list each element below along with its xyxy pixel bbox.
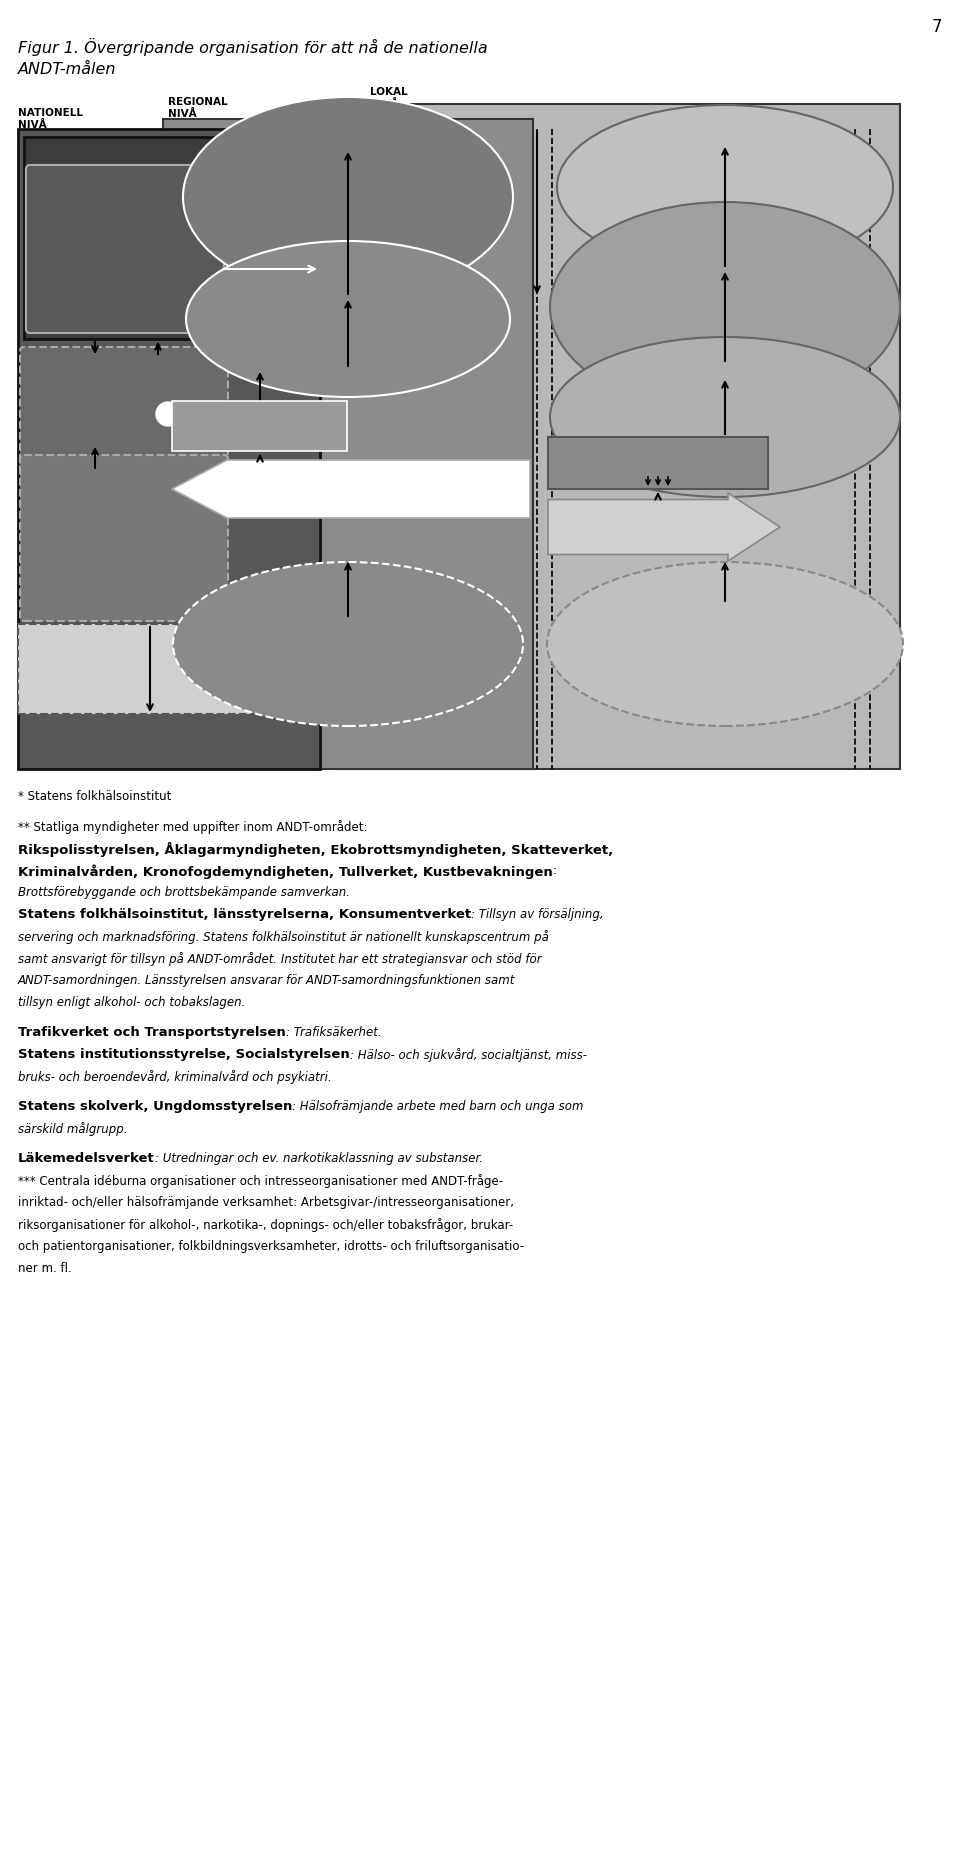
Text: Idéburna: Idéburna (324, 630, 372, 639)
Text: tillsyn enligt alkohol- och tobakslagen.: tillsyn enligt alkohol- och tobakslagen. (18, 995, 246, 1008)
Text: Länsstyrelser: Länsstyrelser (224, 406, 294, 418)
Ellipse shape (550, 203, 900, 412)
Text: Trafikverket och Transportstyrelsen: Trafikverket och Transportstyrelsen (18, 1025, 286, 1038)
Text: Rikspolisstyrelsen, Åklagarmyndigheten, Ekobrottsmyndigheten, Skatteverket,: Rikspolisstyrelsen, Åklagarmyndigheten, … (18, 841, 613, 857)
Text: : Utredningar och ev. narkotikaklassning av substanser.: : Utredningar och ev. narkotikaklassning… (155, 1152, 483, 1165)
Text: : Hälso- och sjukvård, socialtjänst, miss-: : Hälso- och sjukvård, socialtjänst, mis… (349, 1048, 587, 1061)
FancyBboxPatch shape (20, 457, 228, 623)
Text: myndigheter: myndigheter (34, 380, 101, 391)
Text: bruks- och beroendevård, kriminalvård och psykiatri.: bruks- och beroendevård, kriminalvård oc… (18, 1070, 331, 1083)
Polygon shape (172, 460, 530, 518)
Bar (172, 403, 347, 451)
Text: *** Centrala idéburna organisationer och intresseorganisationer med ANDT-fråge-: *** Centrala idéburna organisationer och… (18, 1172, 503, 1187)
Text: Tullverket,: Tullverket, (696, 300, 754, 309)
Text: ANDT-samordningen. Länsstyrelsen ansvarar för ANDT-samordningsfunktionen samt: ANDT-samordningen. Länsstyrelsen ansvara… (18, 973, 516, 986)
Text: Statens folkhälsoinstitut, länsstyrelserna, Konsumentverket: Statens folkhälsoinstitut, länsstyrelser… (18, 908, 471, 921)
Text: och idéburna: och idéburna (26, 649, 94, 658)
Text: Regeringskansliet/: Regeringskansliet/ (40, 173, 136, 185)
Ellipse shape (183, 99, 513, 298)
Text: : Hälsofrämjande arbete med barn och unga som: : Hälsofrämjande arbete med barn och ung… (293, 1100, 584, 1113)
Text: ANDT-samordning: ANDT-samordning (310, 483, 410, 492)
Text: Nationellt ansvar: Nationellt ansvar (34, 473, 124, 483)
Text: och patientorganisationer, folkbildningsverksamheter, idrotts- och friluftsorgan: och patientorganisationer, folkbildnings… (18, 1240, 524, 1253)
Text: Statens skolverk, Ungdomsstyrelsen: Statens skolverk, Ungdomsstyrelsen (18, 1100, 293, 1113)
Text: - ANDT-rådet: - ANDT-rådet (40, 205, 107, 216)
Text: LOKAL
NIVÅ: LOKAL NIVÅ (370, 88, 408, 108)
Text: ANDT-målen: ANDT-målen (18, 62, 116, 76)
Text: Näringsliv: Näringsliv (694, 181, 756, 192)
Text: Landsting: Landsting (694, 412, 756, 425)
Text: Kustbevakningen,: Kustbevakningen, (301, 183, 395, 192)
Text: organisationer ***: organisationer *** (26, 665, 121, 675)
Text: :: : (553, 863, 557, 876)
Bar (18, 130, 320, 770)
Text: Kustbevakningen: Kustbevakningen (677, 315, 773, 324)
Text: särskild målgrupp.: särskild målgrupp. (18, 1122, 128, 1135)
Bar (24, 138, 312, 339)
Text: Kriminalvården: Kriminalvården (308, 198, 388, 209)
FancyBboxPatch shape (18, 624, 308, 714)
Bar (338, 104, 900, 770)
Text: ner m. fl.: ner m. fl. (18, 1262, 72, 1275)
Text: Statliga: Statliga (34, 365, 74, 375)
Text: samt ansvarigt för tillsyn på ANDT-området. Institutet har ett strategiansvar oc: samt ansvarigt för tillsyn på ANDT-områd… (18, 951, 541, 966)
Text: området **: området ** (34, 542, 92, 552)
Text: ** Statliga myndigheter med uppifter inom ANDT-området:: ** Statliga myndigheter med uppifter ino… (18, 820, 368, 833)
Text: REGERING / RIKSDAG: REGERING / RIKSDAG (30, 144, 161, 153)
Text: Figur 1. Övergripande organisation för att nå de nationella: Figur 1. Övergripande organisation för a… (18, 37, 488, 56)
Text: - ANDT-sekretariatet: - ANDT-sekretariatet (40, 222, 146, 231)
Text: länssamordning*: länssamordning* (34, 488, 123, 500)
Text: 7: 7 (931, 19, 942, 35)
Text: organisationer: organisationer (684, 645, 765, 656)
Text: Regionförbund: Regionförbund (310, 322, 386, 334)
Circle shape (156, 403, 180, 427)
Text: Landsting/: Landsting/ (321, 308, 375, 319)
Bar (163, 119, 533, 770)
Text: riksorganisationer för alkohol-, narkotika-, dopnings- och/eller tobaksfrågor, b: riksorganisationer för alkohol-, narkoti… (18, 1217, 514, 1232)
Text: departementen: departementen (40, 190, 121, 199)
Text: REGIONAL
NIVÅ: REGIONAL NIVÅ (168, 97, 228, 119)
Text: Statens institutionsstyrelse, Socialstyrelsen: Statens institutionsstyrelse, Socialstyr… (18, 1048, 349, 1061)
Ellipse shape (173, 563, 523, 727)
Text: NATIONELL
NIVÅ: NATIONELL NIVÅ (18, 108, 83, 130)
Text: Brottsförebyggande och brottsbekämpande samverkan.: Brottsförebyggande och brottsbekämpande … (18, 885, 350, 898)
Text: servering och marknadsföring. Statens folkhälsoinstitut är nationellt kunskapsce: servering och marknadsföring. Statens fo… (18, 930, 549, 943)
Bar (548, 438, 768, 490)
Text: organisationer: organisationer (307, 645, 389, 656)
Text: Kommunal samordning: Kommunal samordning (595, 520, 725, 531)
FancyBboxPatch shape (20, 349, 228, 473)
Text: Intresseorganisationer: Intresseorganisationer (26, 632, 144, 643)
Polygon shape (548, 494, 780, 561)
Text: inriktad- och/eller hälsofrämjande verksamhet: Arbetsgivar-/intresseorganisation: inriktad- och/eller hälsofrämjande verks… (18, 1195, 514, 1208)
Text: Kriminalvården, Kronofogdemyndigheten, Tullverket, Kustbevakningen: Kriminalvården, Kronofogdemyndigheten, T… (18, 863, 553, 878)
Ellipse shape (186, 242, 510, 397)
Text: Läkemedelsverket: Läkemedelsverket (18, 1152, 155, 1165)
Text: : Trafiksäkerhet.: : Trafiksäkerhet. (286, 1025, 381, 1038)
Text: Kommuner: Kommuner (624, 445, 692, 459)
Text: : Tillsyn av försäljning,: : Tillsyn av försäljning, (471, 908, 604, 921)
Ellipse shape (557, 106, 893, 270)
Ellipse shape (550, 337, 900, 498)
Ellipse shape (547, 563, 903, 727)
Text: Polismyndigheter,: Polismyndigheter, (300, 153, 396, 162)
Text: Idéburna: Idéburna (700, 630, 750, 639)
Text: Tullverket,: Tullverket, (322, 168, 374, 177)
FancyBboxPatch shape (26, 166, 224, 334)
Text: Polismyndigheter,: Polismyndigheter, (675, 285, 776, 295)
Text: inom ANDT-: inom ANDT- (34, 526, 95, 535)
Text: med uppgifter: med uppgifter (34, 509, 108, 520)
Text: * Statens folkhälsoinstitut: * Statens folkhälsoinstitut (18, 790, 172, 803)
